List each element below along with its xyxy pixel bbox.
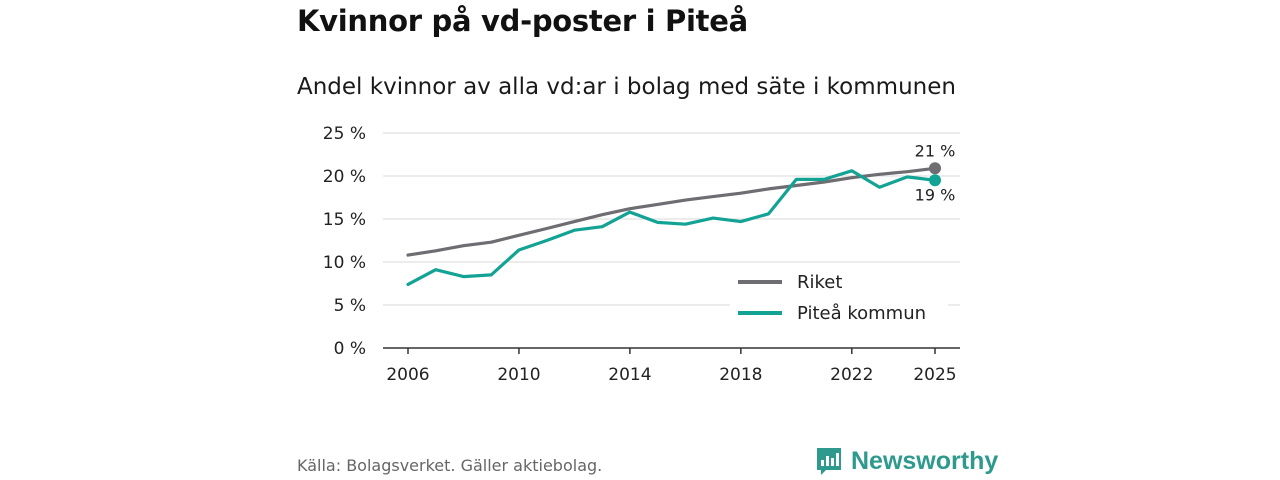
end-value-label: 19 % <box>915 185 956 204</box>
x-tick-label: 2014 <box>608 365 651 385</box>
brand-name: Newsworthy <box>851 446 999 475</box>
x-tick-label: 2025 <box>913 365 956 385</box>
series-line-pitea <box>406 169 937 286</box>
series-lines: 21 % 19 % <box>406 141 956 286</box>
x-tick-label: 2022 <box>830 365 873 385</box>
source-note: Källa: Bolagsverket. Gäller aktiebolag. <box>297 456 603 475</box>
y-tick-label: 0 % <box>334 339 366 359</box>
x-tick-label: 2018 <box>719 365 762 385</box>
x-axis: 2006 2010 2014 2018 2022 2025 <box>386 348 957 385</box>
grid-lines <box>383 132 960 349</box>
end-point-pitea <box>929 174 941 187</box>
legend-label: Riket <box>797 272 842 293</box>
legend-background <box>730 266 948 332</box>
x-tick-label: 2006 <box>386 365 429 385</box>
y-tick-label: 5 % <box>334 296 366 316</box>
chart-title: Kvinnor på vd-poster i Piteå <box>297 4 748 38</box>
legend: Riket Piteå kommun <box>730 266 948 332</box>
end-point-riket <box>929 162 941 175</box>
y-axis: 0 % 5 % 10 % 15 % 20 % 25 % <box>323 124 366 359</box>
newsworthy-logo-icon <box>817 448 841 475</box>
series-line-riket <box>406 166 937 257</box>
y-tick-label: 15 % <box>323 210 366 230</box>
y-tick-label: 20 % <box>323 167 366 187</box>
legend-label: Piteå kommun <box>797 303 926 324</box>
end-value-label: 21 % <box>915 141 956 160</box>
y-tick-label: 10 % <box>323 253 366 273</box>
chart-subtitle: Andel kvinnor av alla vd:ar i bolag med … <box>297 74 956 100</box>
y-tick-label: 25 % <box>323 124 366 144</box>
brand-logo: Newsworthy <box>815 446 998 476</box>
x-tick-label: 2010 <box>497 365 540 385</box>
